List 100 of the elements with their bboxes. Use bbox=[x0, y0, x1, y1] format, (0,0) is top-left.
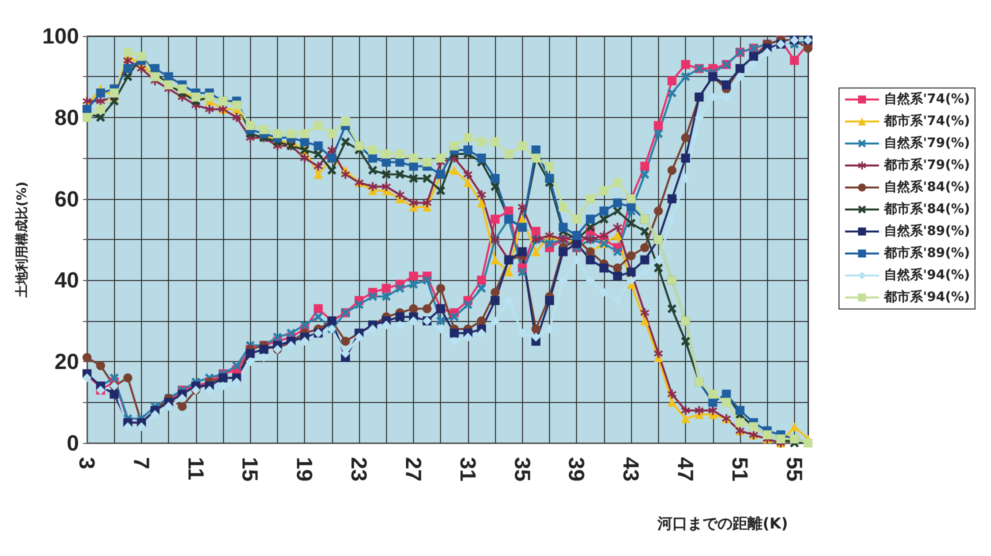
point bbox=[110, 96, 119, 106]
point bbox=[545, 174, 554, 183]
point bbox=[531, 247, 540, 256]
point bbox=[708, 406, 718, 415]
y-tick-label: 60 bbox=[54, 186, 79, 212]
point bbox=[804, 44, 812, 53]
point bbox=[436, 186, 446, 196]
point bbox=[477, 198, 486, 208]
y-axis-title: 土地利用構成比(%) bbox=[14, 182, 30, 298]
point bbox=[96, 88, 106, 98]
point bbox=[300, 129, 310, 138]
point bbox=[340, 137, 350, 146]
point bbox=[354, 332, 364, 342]
point bbox=[178, 394, 187, 403]
point bbox=[762, 48, 772, 57]
point bbox=[82, 373, 92, 382]
point bbox=[82, 353, 92, 362]
point bbox=[654, 129, 663, 138]
x-tick-label: 47 bbox=[673, 457, 698, 482]
point bbox=[667, 398, 676, 407]
point bbox=[654, 206, 663, 216]
point bbox=[667, 166, 676, 175]
point bbox=[490, 214, 500, 224]
point bbox=[545, 296, 554, 306]
point bbox=[667, 390, 676, 399]
point bbox=[667, 88, 676, 98]
point bbox=[422, 198, 432, 208]
point bbox=[340, 170, 350, 179]
x-tick-label: 51 bbox=[727, 457, 752, 482]
point bbox=[640, 162, 650, 171]
point bbox=[613, 222, 622, 232]
point bbox=[531, 332, 540, 342]
x-tick-label: 15 bbox=[238, 457, 263, 482]
point bbox=[327, 129, 336, 138]
point bbox=[518, 247, 527, 256]
point bbox=[667, 214, 676, 224]
point bbox=[368, 182, 378, 192]
point bbox=[408, 154, 418, 163]
x-tick-label: 39 bbox=[564, 457, 590, 482]
point bbox=[408, 280, 418, 289]
point bbox=[286, 129, 296, 138]
point bbox=[490, 316, 500, 326]
point bbox=[654, 121, 663, 130]
point bbox=[436, 316, 446, 326]
point bbox=[681, 133, 690, 142]
point bbox=[395, 170, 404, 179]
point bbox=[599, 263, 608, 272]
point bbox=[722, 80, 731, 90]
point bbox=[640, 268, 650, 277]
point bbox=[626, 276, 636, 285]
point bbox=[368, 166, 378, 175]
legend-label: 自然系'84(%) bbox=[884, 179, 970, 195]
point bbox=[708, 390, 718, 399]
x-tick-label: 11 bbox=[183, 457, 208, 480]
point bbox=[694, 112, 704, 122]
x-tick-label: 55 bbox=[782, 457, 807, 482]
point bbox=[640, 308, 650, 318]
point bbox=[408, 316, 418, 326]
point bbox=[613, 272, 622, 281]
point bbox=[395, 284, 404, 293]
point bbox=[259, 353, 268, 362]
point bbox=[136, 64, 146, 74]
point bbox=[490, 296, 500, 306]
point bbox=[314, 150, 323, 159]
point bbox=[340, 348, 350, 358]
x-tick-label: 23 bbox=[346, 457, 372, 482]
y-tick-label: 0 bbox=[66, 430, 79, 456]
point bbox=[613, 206, 622, 216]
point bbox=[586, 255, 595, 264]
point bbox=[463, 170, 472, 179]
point bbox=[272, 129, 282, 138]
point bbox=[681, 154, 690, 163]
point bbox=[327, 145, 336, 154]
point bbox=[96, 104, 106, 114]
point bbox=[558, 222, 568, 232]
point bbox=[300, 336, 310, 346]
point bbox=[490, 255, 500, 264]
point bbox=[586, 222, 595, 232]
point bbox=[531, 324, 540, 334]
point bbox=[477, 316, 486, 326]
point bbox=[490, 288, 500, 297]
point bbox=[204, 386, 214, 395]
point bbox=[477, 137, 486, 146]
x-tick-label: 27 bbox=[400, 457, 426, 482]
point bbox=[572, 255, 582, 264]
point bbox=[681, 72, 690, 82]
point bbox=[395, 150, 404, 159]
point bbox=[314, 141, 323, 150]
point bbox=[654, 348, 663, 358]
point bbox=[599, 288, 608, 297]
point bbox=[599, 206, 608, 216]
point bbox=[368, 292, 378, 301]
point bbox=[246, 357, 255, 366]
point bbox=[314, 162, 323, 171]
point bbox=[790, 56, 799, 65]
point bbox=[272, 332, 282, 342]
point bbox=[382, 182, 391, 192]
point bbox=[477, 284, 486, 293]
point bbox=[450, 312, 459, 322]
point bbox=[572, 214, 582, 224]
